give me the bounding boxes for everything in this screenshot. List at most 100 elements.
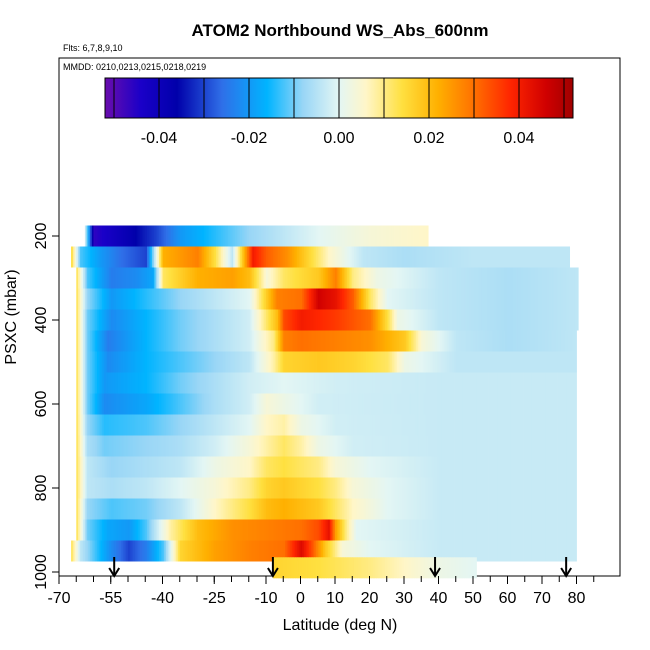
heatmap-cell — [542, 393, 545, 415]
heatmap-cell — [504, 414, 507, 436]
heatmap-cell — [302, 519, 305, 541]
heatmap-cell — [174, 414, 177, 436]
heatmap-cell — [76, 477, 79, 499]
heatmap-cell — [117, 372, 120, 394]
heatmap-cell — [433, 435, 436, 457]
heatmap-cell — [554, 372, 557, 394]
heatmap-cell — [486, 309, 489, 331]
heatmap-cell — [533, 393, 536, 415]
heatmap-cell — [338, 519, 341, 541]
heatmap-cell — [431, 540, 434, 562]
heatmap-cell — [353, 477, 357, 499]
heatmap-cell — [404, 435, 407, 457]
heatmap-cell — [438, 393, 441, 415]
heatmap-cell — [391, 372, 395, 394]
heatmap-cell — [379, 414, 382, 436]
heatmap-cell — [205, 414, 208, 436]
heatmap-cell — [426, 540, 429, 562]
heatmap-cell — [141, 393, 144, 415]
heatmap-cell — [422, 557, 426, 579]
heatmap-cell — [234, 225, 238, 247]
heatmap-cell — [159, 372, 162, 394]
heatmap-cell — [395, 246, 398, 268]
heatmap-cell — [197, 414, 200, 436]
heatmap-cell — [288, 540, 291, 562]
heatmap-cell — [76, 498, 79, 520]
heatmap-cell — [231, 477, 234, 499]
heatmap-cell — [340, 246, 343, 268]
heatmap-cell — [357, 372, 360, 394]
heatmap-cell — [331, 246, 334, 268]
heatmap-cell — [93, 330, 96, 352]
heatmap-cell — [279, 267, 282, 289]
heatmap-cell — [114, 267, 117, 289]
heatmap-cell — [350, 435, 353, 457]
heatmap-cell — [302, 267, 305, 289]
heatmap-cell — [381, 456, 384, 478]
heatmap-cell — [329, 288, 332, 310]
heatmap-cell — [172, 393, 175, 415]
heatmap-cell — [262, 435, 265, 457]
heatmap-cell — [122, 540, 125, 562]
heatmap-cell — [495, 519, 498, 541]
heatmap-cell — [107, 372, 110, 394]
heatmap-cell — [181, 267, 184, 289]
heatmap-cell — [109, 246, 112, 268]
heatmap-cell — [478, 351, 481, 373]
heatmap-cell — [486, 456, 489, 478]
heatmap-cell — [298, 519, 301, 541]
heatmap-cell — [495, 309, 498, 331]
heatmap-cell — [440, 477, 443, 499]
heatmap-cell — [409, 435, 412, 457]
heatmap-cell — [79, 540, 82, 562]
heatmap-cell — [109, 498, 112, 520]
heatmap-cell — [348, 351, 351, 373]
heatmap-cell — [98, 477, 101, 499]
heatmap-cell — [284, 288, 288, 310]
heatmap-cell — [536, 288, 539, 310]
heatmap-cell — [83, 435, 86, 457]
heatmap-cell — [143, 519, 146, 541]
heatmap-cell — [476, 351, 479, 373]
heatmap-cell — [212, 519, 215, 541]
heatmap-cell — [498, 393, 502, 415]
heatmap-cell — [171, 351, 174, 373]
heatmap-cell — [469, 393, 472, 415]
heatmap-cell — [126, 267, 129, 289]
heatmap-cell — [455, 267, 458, 289]
heatmap-cell — [215, 477, 219, 499]
heatmap-cell — [466, 330, 469, 352]
heatmap-cell — [533, 372, 536, 394]
heatmap-cell — [535, 519, 538, 541]
heatmap-cell — [150, 330, 153, 352]
heatmap-cell — [255, 309, 258, 331]
heatmap-cell — [145, 267, 148, 289]
heatmap-cell — [283, 309, 286, 331]
heatmap-cell — [288, 519, 291, 541]
heatmap-cell — [452, 414, 455, 436]
heatmap-cell — [326, 456, 329, 478]
heatmap-cell — [252, 225, 255, 247]
heatmap-cell — [464, 540, 467, 562]
heatmap-cell — [314, 498, 317, 520]
heatmap-cell — [557, 267, 560, 289]
x-tick-label: -55 — [99, 590, 122, 607]
heatmap-cell — [419, 351, 422, 373]
heatmap-cell — [236, 477, 239, 499]
heatmap-cell — [574, 498, 577, 520]
heatmap-cell — [293, 372, 296, 394]
heatmap-cell — [366, 557, 369, 579]
heatmap-cell — [83, 540, 86, 562]
heatmap-cell — [241, 309, 244, 331]
heatmap-cell — [90, 519, 93, 541]
heatmap-cell — [112, 435, 115, 457]
x-tick-label: 70 — [533, 590, 551, 607]
heatmap-cell — [83, 330, 86, 352]
heatmap-cell — [557, 372, 560, 394]
heatmap-cell — [542, 414, 545, 436]
heatmap-cell — [321, 477, 324, 499]
heatmap-cell — [203, 435, 207, 457]
heatmap-cell — [226, 225, 229, 247]
heatmap-cell — [391, 309, 395, 331]
heatmap-cell — [110, 435, 113, 457]
